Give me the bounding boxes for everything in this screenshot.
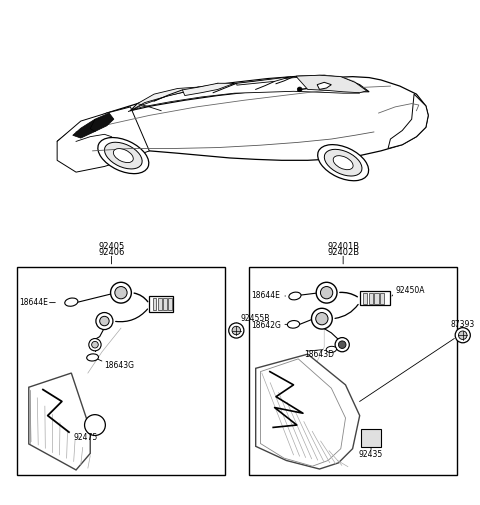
Ellipse shape <box>98 137 149 174</box>
Polygon shape <box>388 94 428 148</box>
Polygon shape <box>237 77 291 85</box>
Polygon shape <box>256 354 360 469</box>
Circle shape <box>92 341 98 348</box>
Polygon shape <box>29 373 90 470</box>
Bar <box>360 291 390 306</box>
Bar <box>158 298 162 310</box>
Circle shape <box>100 316 109 326</box>
Bar <box>163 298 167 310</box>
Polygon shape <box>261 359 346 466</box>
Circle shape <box>316 282 337 303</box>
Polygon shape <box>128 77 360 112</box>
Polygon shape <box>73 119 102 138</box>
Circle shape <box>338 341 346 348</box>
Text: 87393: 87393 <box>450 320 474 329</box>
Text: 18644E: 18644E <box>251 291 280 300</box>
Circle shape <box>110 282 132 303</box>
Polygon shape <box>131 87 199 111</box>
Text: 92405: 92405 <box>98 242 125 251</box>
Text: 18644E: 18644E <box>19 298 48 307</box>
Polygon shape <box>182 83 234 95</box>
Circle shape <box>335 337 349 352</box>
Ellipse shape <box>65 298 78 306</box>
Polygon shape <box>131 75 369 111</box>
Text: 18643D: 18643D <box>304 349 335 359</box>
Bar <box>17 267 225 475</box>
Bar <box>149 296 173 312</box>
Ellipse shape <box>318 144 369 181</box>
Circle shape <box>84 415 106 435</box>
Text: 92450A: 92450A <box>395 286 425 295</box>
Circle shape <box>232 326 240 335</box>
Bar <box>380 293 384 304</box>
Bar <box>361 429 381 447</box>
Text: 92475: 92475 <box>73 433 97 442</box>
Bar <box>369 293 373 304</box>
Polygon shape <box>90 113 114 131</box>
Circle shape <box>321 286 333 299</box>
Circle shape <box>455 328 470 343</box>
Polygon shape <box>317 82 331 89</box>
Ellipse shape <box>105 142 142 169</box>
Bar <box>363 293 367 304</box>
Circle shape <box>458 331 467 339</box>
Circle shape <box>316 313 328 325</box>
Ellipse shape <box>289 292 301 300</box>
Bar <box>168 298 172 310</box>
Ellipse shape <box>288 321 300 328</box>
Polygon shape <box>57 77 428 160</box>
Text: 18642G: 18642G <box>251 321 281 330</box>
Text: 92402B: 92402B <box>327 248 359 257</box>
Text: 92435: 92435 <box>359 450 383 459</box>
Circle shape <box>229 323 244 338</box>
Polygon shape <box>57 107 149 172</box>
Ellipse shape <box>87 354 98 361</box>
Circle shape <box>312 308 332 329</box>
Ellipse shape <box>324 149 362 176</box>
Ellipse shape <box>333 156 353 170</box>
Circle shape <box>96 313 113 330</box>
Text: 92406: 92406 <box>98 248 125 257</box>
Ellipse shape <box>113 148 133 163</box>
Circle shape <box>89 338 101 351</box>
Bar <box>249 267 456 475</box>
Circle shape <box>115 286 127 299</box>
Text: 92401B: 92401B <box>327 242 359 251</box>
Circle shape <box>297 87 302 92</box>
Ellipse shape <box>326 346 336 352</box>
Polygon shape <box>296 75 367 93</box>
Bar <box>153 298 156 310</box>
Text: 92455B: 92455B <box>240 314 269 323</box>
Text: 18643G: 18643G <box>105 361 134 370</box>
Bar <box>374 293 379 304</box>
